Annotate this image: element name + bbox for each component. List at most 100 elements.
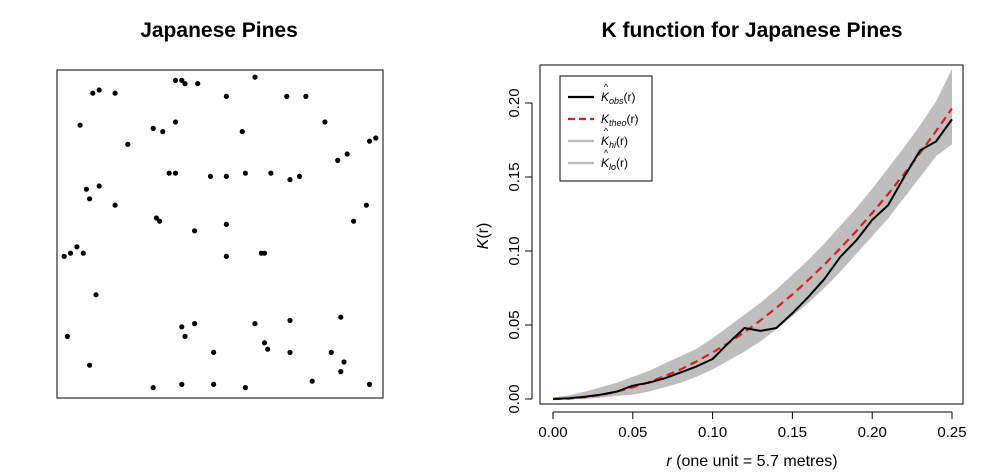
y-axis-label: K(r) <box>475 223 492 250</box>
legend: ^Kobs(r)Ktheo(r)^Khi(r)^Klo(r) <box>559 75 653 182</box>
legend-suffix-theo: (r) <box>627 112 639 126</box>
point-64 <box>150 385 156 391</box>
point-47 <box>93 292 99 298</box>
point-42 <box>74 244 80 250</box>
point-13 <box>125 141 131 147</box>
x-tick-label-5: 0.25 <box>937 424 966 441</box>
point-10 <box>303 93 309 99</box>
point-51 <box>192 321 198 327</box>
x-axis-label-symbol: r <box>666 453 672 470</box>
point-1 <box>96 87 102 93</box>
point-pattern-points <box>61 74 379 391</box>
legend-hat-lo: ^ <box>604 148 609 158</box>
point-44 <box>80 250 86 256</box>
y-tick-label-3: 0.15 <box>506 162 523 191</box>
point-19 <box>366 138 373 144</box>
legend-suffix-lo: (r) <box>616 156 628 170</box>
point-55 <box>265 346 271 352</box>
legend-sub-lo: lo <box>609 162 616 172</box>
point-48 <box>64 333 70 339</box>
point-16 <box>172 119 179 125</box>
point-4 <box>179 77 185 83</box>
x-tick-label-3: 0.15 <box>778 424 807 441</box>
y-tick-label-4: 0.20 <box>506 88 523 117</box>
point-68 <box>366 381 373 387</box>
y-axis-label-symbol: K <box>475 237 492 249</box>
point-52 <box>211 349 217 355</box>
point-22 <box>287 177 293 183</box>
point-26 <box>223 173 229 179</box>
x-tick-label-2: 0.10 <box>698 424 727 441</box>
k-function-title: K function for Japanese Pines <box>601 19 902 42</box>
point-58 <box>328 349 334 355</box>
point-5 <box>182 81 188 87</box>
point-43 <box>61 253 67 259</box>
y-tick-label-2: 0.10 <box>506 236 523 265</box>
point-9 <box>284 93 290 99</box>
point-25 <box>207 173 214 179</box>
legend-symbol-obs: K <box>601 90 610 104</box>
point-17 <box>239 129 245 135</box>
point-31 <box>87 196 93 202</box>
point-41 <box>67 250 74 256</box>
point-35 <box>157 218 163 224</box>
point-pattern-title: Japanese Pines <box>140 19 298 42</box>
point-49 <box>87 362 93 368</box>
point-2 <box>112 90 118 96</box>
point-15 <box>160 129 166 135</box>
point-33 <box>112 202 118 208</box>
point-54 <box>261 340 268 346</box>
point-11 <box>322 119 328 125</box>
x-axis-label-rest: (one unit = 5.7 metres) <box>672 453 838 470</box>
y-axis: 0.00 0.05 0.10 0.15 0.20 <box>506 88 533 414</box>
point-67 <box>309 378 315 384</box>
point-50 <box>179 324 185 330</box>
point-56 <box>287 317 293 323</box>
point-61 <box>338 369 344 375</box>
point-7 <box>223 93 229 99</box>
legend-label-theo: Ktheo(r) <box>601 112 639 128</box>
point-53 <box>252 321 258 327</box>
point-45 <box>223 253 229 259</box>
x-tick-label-1: 0.05 <box>618 424 647 441</box>
legend-hat-hi: ^ <box>604 126 609 136</box>
point-60 <box>341 359 347 365</box>
point-20 <box>373 135 379 141</box>
point-21 <box>335 157 341 163</box>
k-plot-frame <box>539 64 964 405</box>
point-36 <box>192 228 198 234</box>
y-tick-label-0: 0.00 <box>506 384 523 413</box>
x-tick-label-4: 0.20 <box>858 424 887 441</box>
point-3 <box>172 77 179 83</box>
point-18 <box>344 151 350 157</box>
legend-sub-hi: hi <box>609 140 617 150</box>
point-6 <box>195 81 201 87</box>
point-0 <box>90 90 96 96</box>
point-12 <box>77 122 83 128</box>
point-57 <box>287 349 293 355</box>
x-axis: 0.00 0.05 0.10 0.15 0.20 0.25 <box>538 411 967 441</box>
point-29 <box>296 173 303 179</box>
point-pattern-panel: Japanese Pines <box>56 19 384 399</box>
x-tick-label-0: 0.00 <box>538 424 567 441</box>
point-37 <box>223 221 229 227</box>
legend-sub-obs: obs <box>609 96 624 106</box>
legend-sub-theo: theo <box>609 118 627 128</box>
point-40 <box>363 202 369 208</box>
point-65 <box>179 381 185 387</box>
legend-suffix-hi: (r) <box>616 134 628 148</box>
point-30 <box>83 186 89 192</box>
legend-symbol-theo: K <box>601 112 610 126</box>
point-39 <box>351 218 357 224</box>
point-66 <box>242 385 248 391</box>
point-59 <box>338 314 344 320</box>
point-14 <box>150 125 156 131</box>
legend-symbol-hi: K <box>601 134 610 148</box>
point-28 <box>268 170 274 176</box>
point-62 <box>182 333 188 339</box>
point-34 <box>153 215 159 221</box>
point-24 <box>172 170 179 176</box>
legend-label-lo: Klo(r) <box>601 156 628 172</box>
x-axis-label: r (one unit = 5.7 metres) <box>666 453 837 470</box>
